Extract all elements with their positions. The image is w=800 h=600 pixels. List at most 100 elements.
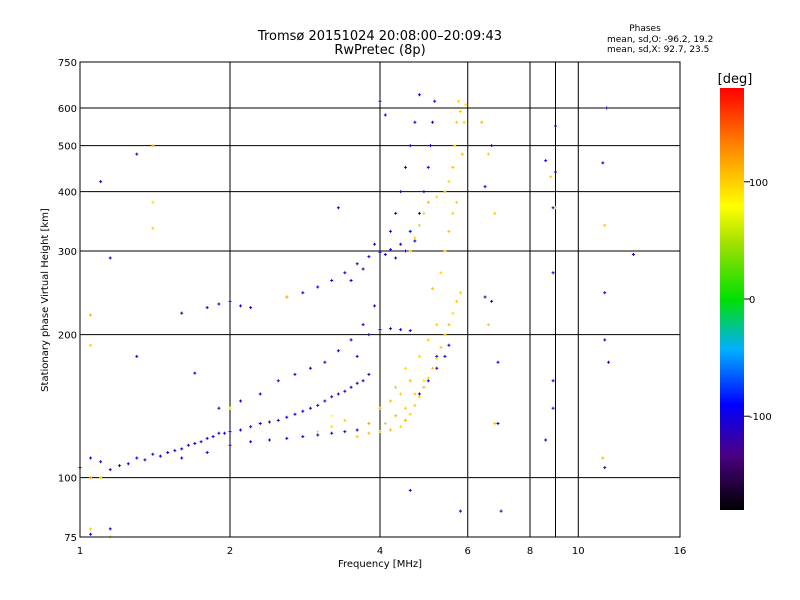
o-mode-point — [408, 229, 412, 233]
o-mode-point — [135, 456, 139, 460]
o-mode-point — [417, 211, 421, 215]
o-mode-point — [383, 113, 387, 117]
x-mode-point — [439, 271, 443, 275]
o-mode-point — [293, 412, 297, 416]
x-mode-point — [99, 476, 103, 480]
x-tick-label: 8 — [527, 546, 533, 557]
o-mode-point — [166, 450, 170, 454]
o-mode-point — [239, 428, 243, 432]
o-mode-point — [293, 372, 297, 376]
o-mode-point — [399, 328, 403, 332]
o-mode-point — [89, 456, 93, 460]
x-mode-point — [486, 323, 490, 327]
y-tick-label: 100 — [58, 474, 77, 485]
x-mode-point — [443, 190, 447, 194]
o-mode-point — [373, 242, 377, 246]
o-mode-point — [551, 379, 555, 383]
x-mode-point — [480, 120, 484, 124]
x-mode-point — [355, 435, 359, 439]
o-mode-point — [108, 468, 112, 472]
o-mode-point — [143, 458, 147, 462]
o-mode-point — [285, 436, 289, 440]
o-mode-point — [447, 343, 451, 347]
o-mode-point — [605, 106, 609, 110]
x-mode-point — [367, 431, 371, 435]
x-mode-point — [458, 291, 462, 295]
o-mode-point — [336, 349, 340, 353]
o-mode-point — [378, 328, 382, 332]
x-mode-point — [601, 456, 605, 460]
o-mode-point — [389, 229, 393, 233]
o-mode-point — [285, 415, 289, 419]
x-mode-point — [399, 425, 403, 429]
o-mode-point — [239, 304, 243, 308]
o-mode-point — [186, 443, 190, 447]
o-mode-point — [389, 327, 393, 331]
o-mode-point — [323, 360, 327, 364]
o-mode-point — [217, 302, 221, 306]
o-mode-point — [343, 430, 347, 434]
o-mode-point — [373, 304, 377, 308]
x-mode-point — [413, 403, 417, 407]
x-mode-point — [493, 211, 497, 215]
o-mode-point — [417, 392, 421, 396]
x-mode-point — [451, 311, 455, 315]
o-mode-point — [323, 399, 327, 403]
o-mode-point — [330, 431, 334, 435]
o-mode-point — [349, 385, 353, 389]
o-mode-point — [249, 425, 253, 429]
x-mode-point — [417, 395, 421, 399]
x-mode-point — [422, 211, 426, 215]
x-mode-point — [431, 366, 435, 370]
o-mode-point — [413, 239, 417, 243]
o-mode-point — [544, 438, 548, 442]
x-mode-point — [389, 399, 393, 403]
x-mode-point — [383, 422, 387, 426]
x-mode-point — [413, 236, 417, 240]
y-tick-label: 200 — [58, 331, 77, 342]
x-mode-point — [417, 223, 421, 227]
colorbar-tick-label: -100 — [749, 412, 772, 423]
o-mode-point — [389, 248, 393, 252]
y-axis-label: Stationary phase Virtual Height [km] — [40, 208, 51, 392]
o-mode-point — [383, 252, 387, 256]
o-mode-point — [343, 271, 347, 275]
o-mode-point — [553, 124, 557, 128]
x-mode-point — [394, 414, 398, 418]
x-mode-point — [455, 299, 459, 303]
x-mode-point — [330, 414, 334, 418]
stats-line-x: mean, sd,X: 92.7, 23.5 — [607, 45, 709, 55]
x-mode-point — [455, 120, 459, 124]
o-mode-point — [603, 466, 607, 470]
o-mode-point — [367, 255, 371, 259]
data-points — [78, 93, 635, 539]
o-mode-point — [631, 252, 635, 256]
x-mode-point — [426, 200, 430, 204]
x-mode-point — [426, 376, 430, 380]
o-mode-point — [89, 532, 93, 536]
o-mode-point — [205, 436, 209, 440]
o-mode-point — [336, 392, 340, 396]
o-mode-point — [276, 379, 280, 383]
o-mode-point — [426, 379, 430, 383]
o-mode-point — [301, 409, 305, 413]
o-mode-point — [316, 433, 320, 437]
x-mode-point — [453, 144, 457, 148]
o-mode-point — [490, 144, 494, 148]
o-mode-point — [399, 190, 403, 194]
y-axis-ticks: 75 100 200 300 400 500 600 750 — [58, 58, 77, 544]
o-mode-point — [173, 449, 177, 453]
o-mode-point — [603, 291, 607, 295]
x-mode-point — [447, 323, 451, 327]
x-mode-point — [457, 99, 461, 103]
x-mode-point — [389, 428, 393, 432]
o-mode-point — [428, 144, 432, 148]
chart-title: Tromsø 20151024 20:08:00–20:09:43 — [257, 29, 502, 44]
o-mode-point — [99, 180, 103, 184]
x-mode-point — [330, 425, 334, 429]
x-mode-point — [462, 120, 466, 124]
o-mode-point — [603, 338, 607, 342]
o-mode-point — [258, 422, 262, 426]
o-mode-point — [458, 509, 462, 513]
x-mode-point — [451, 211, 455, 215]
